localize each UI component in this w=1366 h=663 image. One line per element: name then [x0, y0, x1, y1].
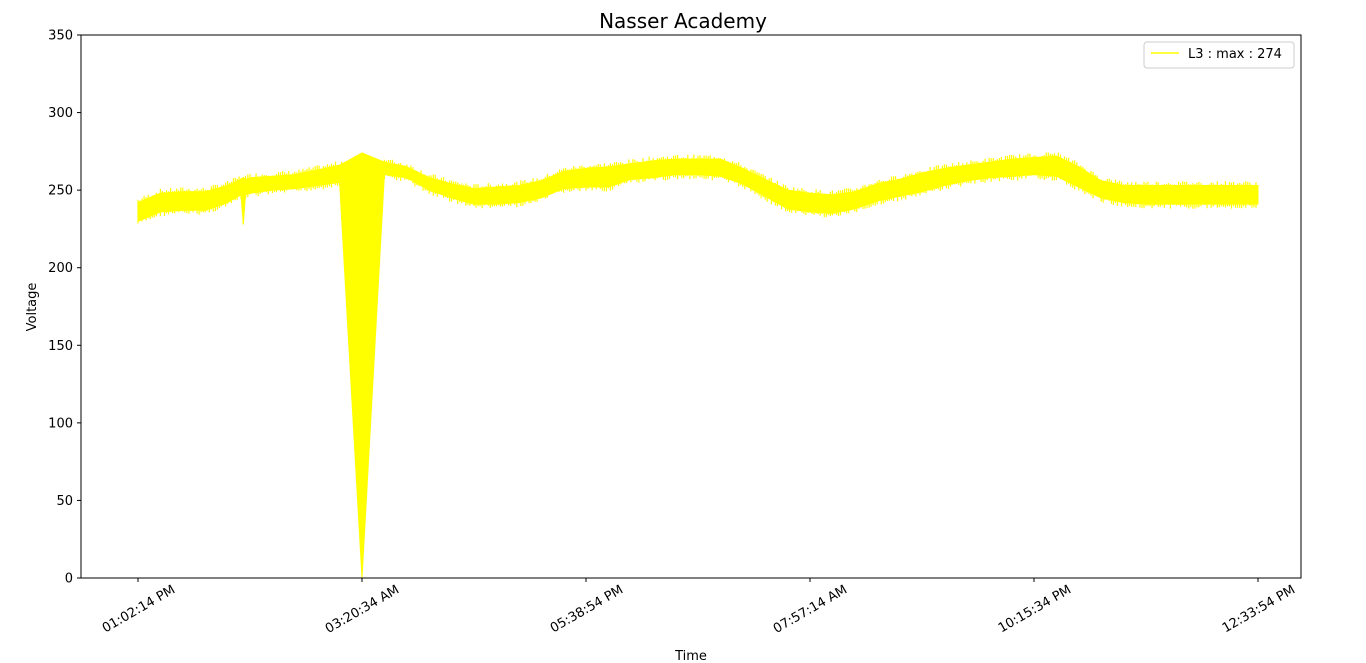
- y-tick-label: 150: [48, 339, 73, 354]
- y-axis-title: Voltage: [25, 283, 40, 332]
- x-axis-title: Time: [674, 649, 707, 663]
- legend-label: L3 : max : 274: [1188, 47, 1282, 62]
- y-tick-label: 0: [65, 572, 73, 587]
- y-axis: 0 50 100 150 200 250 300 350: [48, 29, 81, 587]
- y-tick-label: 200: [48, 261, 73, 276]
- series-layer: [137, 152, 1259, 579]
- y-tick-label: 350: [48, 29, 73, 44]
- legend-box: [1143, 41, 1295, 69]
- series-line-l3: [137, 152, 1257, 225]
- chart-title: Nasser Academy: [599, 9, 767, 33]
- x-tick-label: 10:15:34 PM: [996, 582, 1074, 636]
- x-tick-label: 07:57:14 AM: [771, 582, 850, 636]
- x-tick-label: 12:33:54 PM: [1220, 582, 1298, 636]
- plot-background: [81, 35, 1301, 578]
- x-axis: 01:02:14 PM 03:20:34 AM 05:38:54 PM 07:57:1…: [100, 578, 1298, 637]
- x-tick-label: 03:20:34 AM: [323, 582, 402, 636]
- x-tick-label: 05:38:54 PM: [548, 582, 626, 636]
- y-tick-label: 250: [48, 184, 73, 199]
- plot-frame: [80, 34, 1302, 579]
- y-tick-label: 100: [48, 416, 73, 431]
- legend: L3 : max : 274: [1143, 41, 1295, 69]
- y-tick-label: 50: [56, 494, 73, 509]
- x-tick-label: 01:02:14 PM: [100, 582, 178, 636]
- y-tick-label: 300: [48, 106, 73, 121]
